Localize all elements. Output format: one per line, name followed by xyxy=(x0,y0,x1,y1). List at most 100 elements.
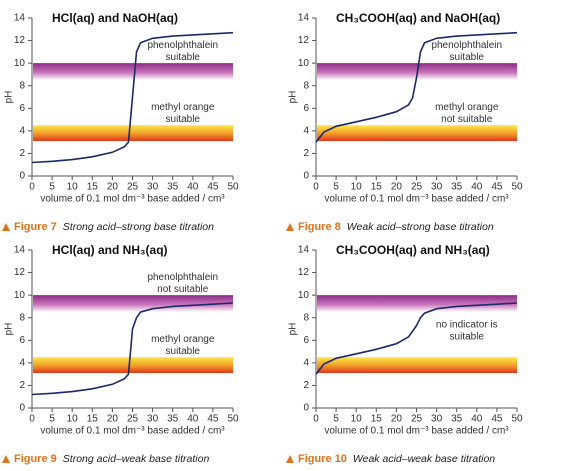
annotation: suitable xyxy=(166,346,201,357)
y-tick-label: 0 xyxy=(19,171,25,182)
chart-title: CH₃COOH(aq) and NH₃(aq) xyxy=(336,243,490,257)
y-tick-label: 2 xyxy=(19,380,25,391)
x-tick-label: 40 xyxy=(187,414,199,425)
x-tick-label: 30 xyxy=(431,414,443,425)
y-tick-label: 10 xyxy=(298,290,310,301)
x-tick-label: 30 xyxy=(431,182,443,193)
annotation: phenolphthalein xyxy=(147,272,218,283)
caption-label: Figure 9 xyxy=(14,453,57,465)
x-tick-label: 45 xyxy=(207,182,219,193)
x-tick-label: 15 xyxy=(371,182,383,193)
x-tick-label: 5 xyxy=(333,182,339,193)
x-axis-label: volume of 0.1 mol dm⁻³ base added / cm³ xyxy=(324,426,509,437)
y-tick-label: 8 xyxy=(19,312,25,323)
caption-marker xyxy=(286,223,294,231)
y-axis-label: pH xyxy=(4,323,15,336)
x-tick-label: 20 xyxy=(391,414,403,425)
y-tick-label: 4 xyxy=(303,125,309,136)
x-tick-label: 25 xyxy=(411,414,423,425)
methyl-orange-band xyxy=(33,125,233,142)
caption: Strong acid–strong base titration xyxy=(63,221,214,233)
y-tick-label: 4 xyxy=(303,357,309,368)
y-tick-label: 14 xyxy=(298,245,310,256)
y-tick-label: 10 xyxy=(14,58,26,69)
y-tick-label: 4 xyxy=(19,357,25,368)
y-tick-label: 12 xyxy=(14,267,26,278)
annotation: suitable xyxy=(166,114,201,125)
chart-title: HCl(aq) and NH₃(aq) xyxy=(52,243,168,257)
annotation: methyl orange xyxy=(151,102,215,113)
annotation: not suitable xyxy=(441,114,493,125)
titration-curve xyxy=(31,302,234,396)
x-tick-label: 35 xyxy=(451,182,463,193)
y-tick-label: 0 xyxy=(303,171,309,182)
y-tick-label: 10 xyxy=(298,58,310,69)
caption-marker xyxy=(2,223,10,231)
caption: Weak acid–strong base titration xyxy=(347,221,494,233)
phenolphthalein-band xyxy=(33,63,233,81)
y-tick-label: 6 xyxy=(19,335,25,346)
caption-label: Figure 8 xyxy=(298,221,341,233)
y-axis-label: pH xyxy=(288,91,299,104)
annotation: methyl orange xyxy=(435,102,499,113)
annotation: methyl orange xyxy=(151,334,215,345)
y-tick-label: 8 xyxy=(19,80,25,91)
caption-label: Figure 10 xyxy=(298,453,347,465)
y-tick-label: 6 xyxy=(303,103,309,114)
annotation: suitable xyxy=(450,52,485,63)
y-tick-label: 2 xyxy=(19,148,25,159)
y-tick-label: 0 xyxy=(19,403,25,414)
caption: Weak acid–weak base titration xyxy=(353,453,495,465)
x-tick-label: 50 xyxy=(511,414,523,425)
x-tick-label: 10 xyxy=(67,414,79,425)
y-axis-label: pH xyxy=(4,91,15,104)
annotation: no indicator is xyxy=(436,320,498,331)
annotation: suitable xyxy=(450,332,485,343)
x-tick-label: 15 xyxy=(87,414,99,425)
annotation: phenolphthalein xyxy=(147,40,218,51)
y-tick-label: 0 xyxy=(303,403,309,414)
x-tick-label: 50 xyxy=(227,182,239,193)
x-tick-label: 35 xyxy=(167,414,179,425)
x-tick-label: 45 xyxy=(491,414,503,425)
x-tick-label: 40 xyxy=(471,414,483,425)
x-tick-label: 50 xyxy=(511,182,523,193)
x-tick-label: 15 xyxy=(87,182,99,193)
x-tick-label: 5 xyxy=(49,182,55,193)
x-tick-label: 5 xyxy=(333,414,339,425)
x-tick-label: 35 xyxy=(451,414,463,425)
x-tick-label: 50 xyxy=(227,414,239,425)
chart-title: HCl(aq) and NaOH(aq) xyxy=(52,11,178,25)
x-tick-label: 30 xyxy=(147,414,159,425)
x-axis-label: volume of 0.1 mol dm⁻³ base added / cm³ xyxy=(40,194,225,205)
x-tick-label: 0 xyxy=(29,182,35,193)
y-axis-label: pH xyxy=(288,323,299,336)
caption-marker xyxy=(2,455,10,463)
chart-title: CH₃COOH(aq) and NaOH(aq) xyxy=(336,11,500,25)
y-tick-label: 6 xyxy=(19,103,25,114)
x-tick-label: 40 xyxy=(187,182,199,193)
y-tick-label: 14 xyxy=(298,13,310,24)
y-tick-label: 12 xyxy=(14,35,26,46)
x-tick-label: 0 xyxy=(29,414,35,425)
x-tick-label: 25 xyxy=(127,414,139,425)
x-tick-label: 40 xyxy=(471,182,483,193)
y-tick-label: 14 xyxy=(14,245,26,256)
x-tick-label: 10 xyxy=(351,182,363,193)
x-tick-label: 35 xyxy=(167,182,179,193)
x-tick-label: 0 xyxy=(313,182,319,193)
x-tick-label: 5 xyxy=(49,414,55,425)
titration-curve xyxy=(315,302,518,375)
annotation: phenolphthalein xyxy=(431,40,502,51)
y-tick-label: 10 xyxy=(14,290,26,301)
y-tick-label: 14 xyxy=(14,13,26,24)
x-tick-label: 10 xyxy=(351,414,363,425)
x-tick-label: 45 xyxy=(491,182,503,193)
x-tick-label: 15 xyxy=(371,414,383,425)
x-tick-label: 25 xyxy=(127,182,139,193)
methyl-orange-band xyxy=(317,357,517,374)
y-tick-label: 4 xyxy=(19,125,25,136)
x-tick-label: 20 xyxy=(391,182,403,193)
x-tick-label: 10 xyxy=(67,182,79,193)
